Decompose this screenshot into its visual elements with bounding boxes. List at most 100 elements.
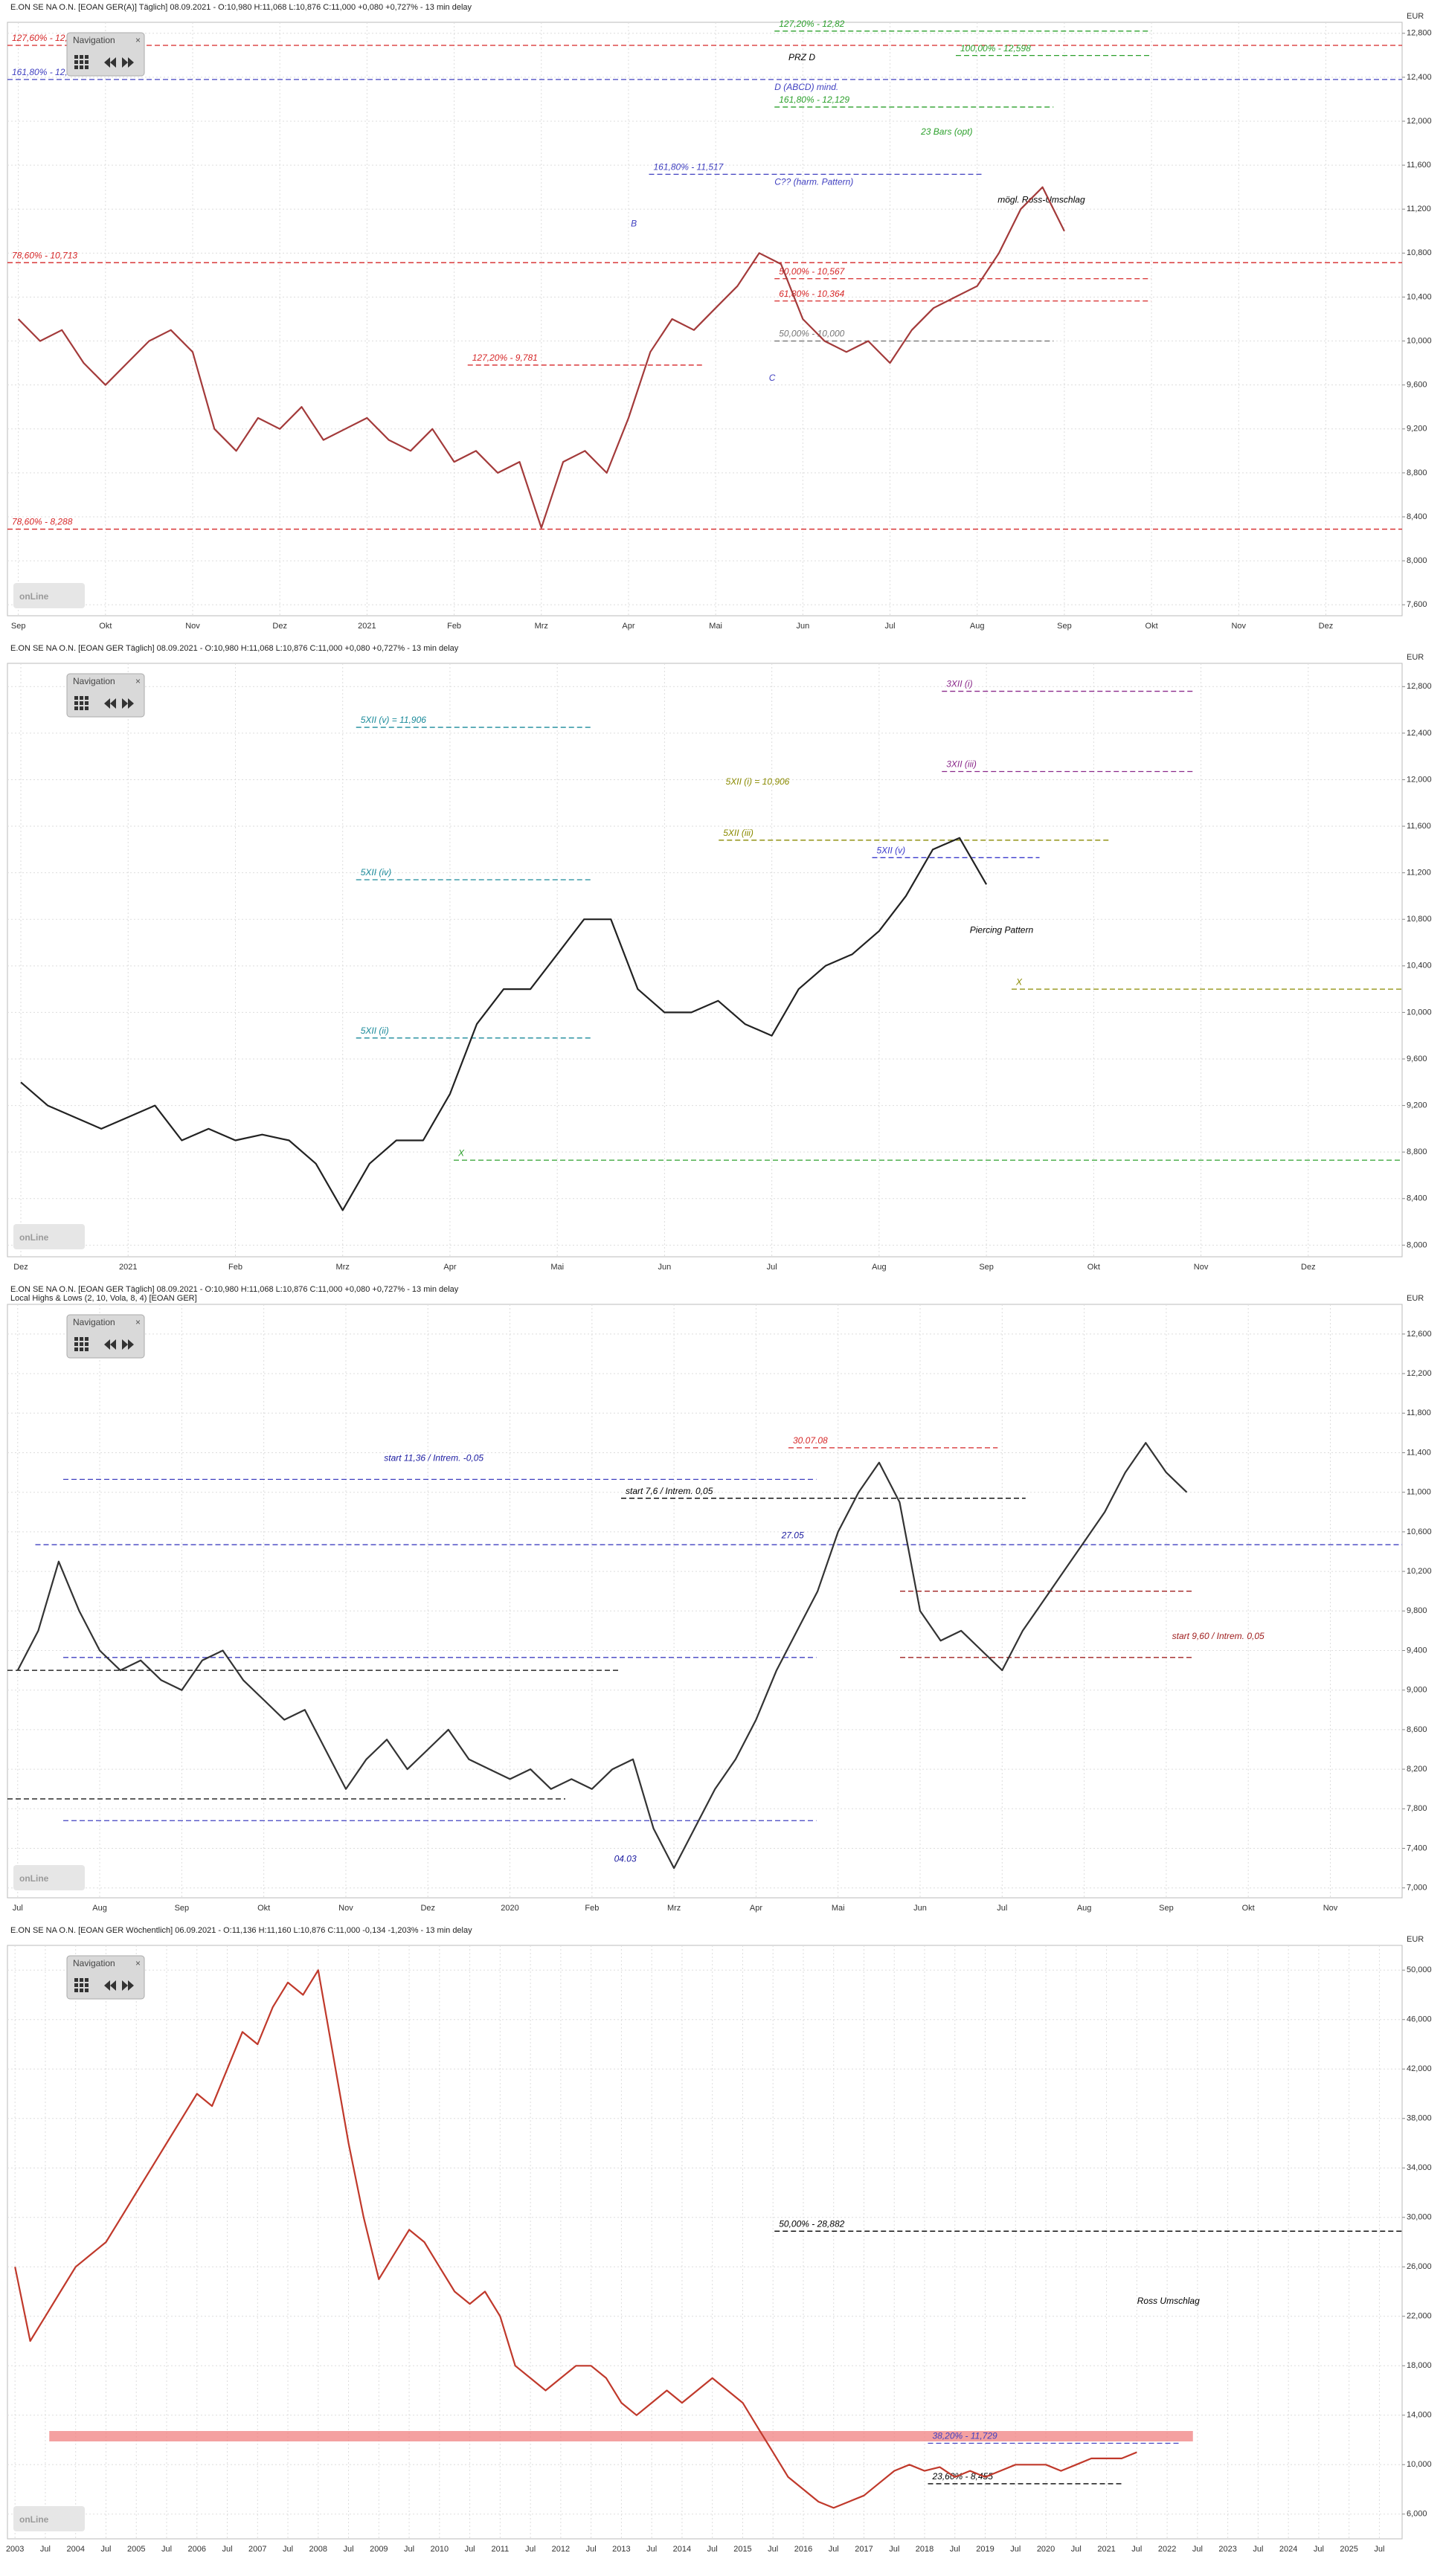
y-tick-label: 9,800 — [1407, 1606, 1427, 1615]
x-tick-label: Dez — [13, 1263, 28, 1272]
x-tick-label: 2012 — [552, 2545, 570, 2554]
y-tick-label: 8,600 — [1407, 1725, 1427, 1734]
axis-unit: EUR — [1407, 1935, 1424, 1944]
x-tick-label: Apr — [622, 622, 634, 631]
x-tick-label: Sep — [979, 1263, 994, 1272]
y-tick-label: 10,000 — [1407, 336, 1432, 345]
y-tick-label: 9,600 — [1407, 381, 1427, 390]
y-tick-label: 8,200 — [1407, 1765, 1427, 1774]
x-tick-label: Jun — [913, 1904, 927, 1913]
grid-icon — [80, 65, 83, 69]
level-label: 5XII (iv) — [361, 867, 391, 878]
level-label: 100,00% - 12,598 — [960, 43, 1031, 54]
navigation-widget[interactable]: Navigation × — [66, 1955, 145, 2000]
y-tick-label: 7,800 — [1407, 1804, 1427, 1813]
y-tick-label: 12,000 — [1407, 775, 1432, 784]
x-tick-label: Jul — [100, 2545, 111, 2554]
x-tick-label: Sep — [11, 622, 26, 631]
level-label: X — [457, 1147, 465, 1158]
x-tick-label: Okt — [257, 1904, 270, 1913]
back-icon[interactable] — [104, 1339, 116, 1350]
y-tick-label: 10,000 — [1407, 1008, 1432, 1017]
forward-icon[interactable] — [122, 698, 134, 709]
x-tick-label: Mrz — [667, 1904, 681, 1913]
annotation: start 11,36 / Intrem. -0,05 — [384, 1453, 483, 1464]
back-icon[interactable] — [104, 57, 116, 68]
x-tick-label: Okt — [1087, 1263, 1100, 1272]
widget-title: Navigation — [73, 1958, 115, 1968]
x-tick-label: Jul — [1071, 2545, 1082, 2554]
grid-icon — [74, 696, 78, 700]
y-tick-label: 11,200 — [1407, 205, 1431, 213]
grid-icon — [80, 701, 83, 705]
forward-icon[interactable] — [122, 1339, 134, 1350]
grid-icon — [80, 60, 83, 64]
y-tick-label: 12,600 — [1407, 1330, 1432, 1339]
x-tick-label: Jul — [884, 622, 895, 631]
x-tick-label: 2021 — [358, 622, 376, 631]
x-tick-label: Jul — [950, 2545, 960, 2554]
level-label: 161,80% - 12,38 — [12, 67, 77, 77]
x-tick-label: Jul — [889, 2545, 899, 2554]
grid-icon — [74, 1983, 78, 1987]
navigation-widget[interactable]: Navigation × — [66, 673, 145, 718]
grid-icon — [80, 696, 83, 700]
grid-icon — [85, 1342, 89, 1346]
logo: onLine — [19, 2514, 49, 2525]
annotation: B — [631, 218, 637, 228]
y-tick-label: 11,400 — [1407, 1448, 1431, 1457]
annotation: Piercing Pattern — [970, 924, 1034, 935]
forward-icon[interactable] — [122, 1980, 134, 1991]
level-label: 127,20% - 12,82 — [779, 19, 844, 29]
grid-icon — [74, 60, 78, 64]
x-tick-label: Feb — [228, 1263, 242, 1272]
level-label: 50,00% - 28,882 — [779, 2219, 844, 2229]
x-tick-label: Jul — [1253, 2545, 1263, 2554]
x-tick-label: Sep — [175, 1904, 190, 1913]
forward-icon[interactable] — [122, 57, 134, 68]
chart-title: E.ON SE NA O.N. [EOAN GER Täglich] 08.09… — [10, 1285, 459, 1294]
y-tick-label: 7,600 — [1407, 600, 1427, 609]
x-tick-label: 2018 — [916, 2545, 934, 2554]
y-tick-label: 10,800 — [1407, 248, 1432, 257]
x-tick-label: Okt — [1242, 1904, 1255, 1913]
price-line — [16, 1442, 1188, 1870]
back-icon[interactable] — [104, 698, 116, 709]
y-tick-label: 12,800 — [1407, 29, 1432, 38]
x-tick-label: Jul — [646, 2545, 657, 2554]
y-tick-label: 10,400 — [1407, 292, 1432, 301]
x-tick-label: Nov — [338, 1904, 353, 1913]
level-label: 5XII (ii) — [361, 1025, 389, 1036]
x-tick-label: 2009 — [370, 2545, 388, 2554]
y-tick-label: 12,400 — [1407, 73, 1432, 82]
grid-icon — [85, 55, 89, 59]
x-tick-label: 2010 — [431, 2545, 449, 2554]
widget-close: × — [135, 676, 141, 686]
grid-icon — [80, 1347, 83, 1351]
logo-box — [13, 583, 85, 608]
x-tick-label: Dez — [1319, 622, 1334, 631]
grid-icon — [74, 1347, 78, 1351]
navigation-widget[interactable]: Navigation × — [66, 1314, 145, 1359]
x-tick-label: Nov — [1194, 1263, 1209, 1272]
y-tick-label: 8,400 — [1407, 512, 1427, 521]
back-icon[interactable] — [104, 1980, 116, 1991]
grid-icon — [74, 1337, 78, 1341]
logo: onLine — [19, 591, 49, 602]
level-label: 3XII (iii) — [946, 759, 977, 770]
level-label: 5XII (v) = 11,906 — [361, 715, 426, 725]
y-tick-label: 11,200 — [1407, 869, 1431, 878]
level-label: X — [1015, 976, 1023, 987]
navigation-widget[interactable]: Navigation × — [66, 32, 145, 77]
price-line — [20, 837, 988, 1211]
x-tick-label: 2016 — [794, 2545, 812, 2554]
axis-unit: EUR — [1407, 12, 1424, 21]
grid-icon — [80, 1978, 83, 1982]
y-tick-label: 9,000 — [1407, 1686, 1427, 1695]
widget-close: × — [135, 35, 141, 45]
grid-icon — [74, 706, 78, 710]
grid-icon — [80, 1989, 83, 1992]
logo: onLine — [19, 1232, 49, 1243]
